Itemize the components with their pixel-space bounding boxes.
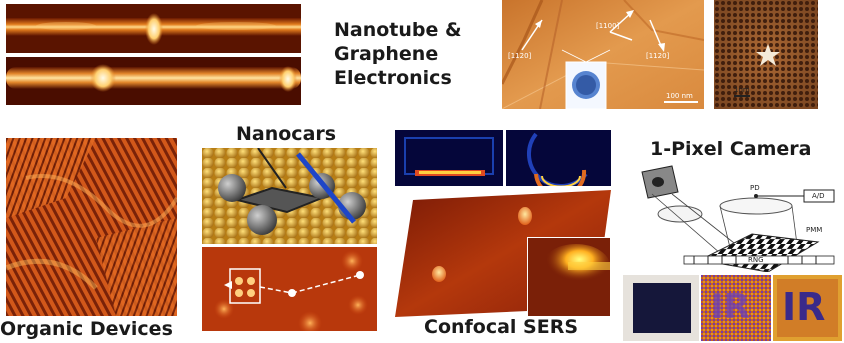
camera-label-pd: PD [750,184,760,192]
graphene-direction-left: [1120] [508,52,532,60]
sers-field-map-left-graphic [395,130,503,186]
nanocar-render-graphic [202,148,377,244]
camera-label-ad: A/D [812,192,825,200]
star-scale-label: 1nm [734,86,750,94]
graphene-afm-graphic [502,0,704,109]
nanotube-afm-graphic-top [6,4,301,53]
nanocar-stm-image [202,247,377,331]
organic-afm-image [6,138,177,316]
graphene-atomic-image: 1nm [714,0,818,109]
organic-devices-title: Organic Devices [0,318,173,340]
camera-schematic-graphic [641,165,835,272]
ir-noisy-graphic [701,275,771,341]
nanotube-title-line3: Electronics [334,67,452,89]
nanocar-render-image [202,148,377,244]
ir-object-photo [623,275,699,341]
organic-afm-graphic [6,138,177,316]
camera-schematic: PD A/D PMM RNG [628,164,842,272]
graphene-direction-top: [1100] [596,22,620,30]
ir-object-graphic [623,275,699,341]
camera-label-pmm: PMM [806,226,823,234]
ir-clear-letters: IR [782,285,826,329]
graphene-afm-image: [1100] [1120] [1120] 100 nm [502,0,704,109]
sers-inset-image [527,237,611,317]
one-pixel-camera-title: 1-Pixel Camera [650,138,812,160]
nanotube-afm-graphic-bottom [6,57,301,105]
camera-label-rng: RNG [748,256,764,264]
nanotube-title-line1: Nanotube & [334,19,462,41]
graphene-direction-right: [1120] [646,52,670,60]
nanotube-title-line2: Graphene [334,43,439,65]
sers-field-map-right [506,130,611,186]
ir-noisy-letters: IR [711,287,750,327]
ir-clear-graphic [773,275,842,341]
nanotube-afm-image-bottom [6,57,301,105]
sers-field-map-right-graphic [506,130,611,186]
sers-field-map-left [395,130,503,186]
ir-reconstruction-clear: IR [773,275,842,341]
nanocars-title: Nanocars [236,123,337,145]
sers-inset-graphic [528,238,610,316]
graphene-scale-label: 100 nm [666,92,693,100]
nanotube-graphene-title: Nanotube & Graphene Electronics [334,18,462,90]
graphene-atomic-graphic [714,0,818,109]
confocal-sers-title: Confocal SERS [424,316,579,338]
ir-reconstruction-noisy: IR [701,275,771,341]
nanocar-stm-graphic [202,247,377,331]
nanotube-afm-image-top [6,4,301,53]
